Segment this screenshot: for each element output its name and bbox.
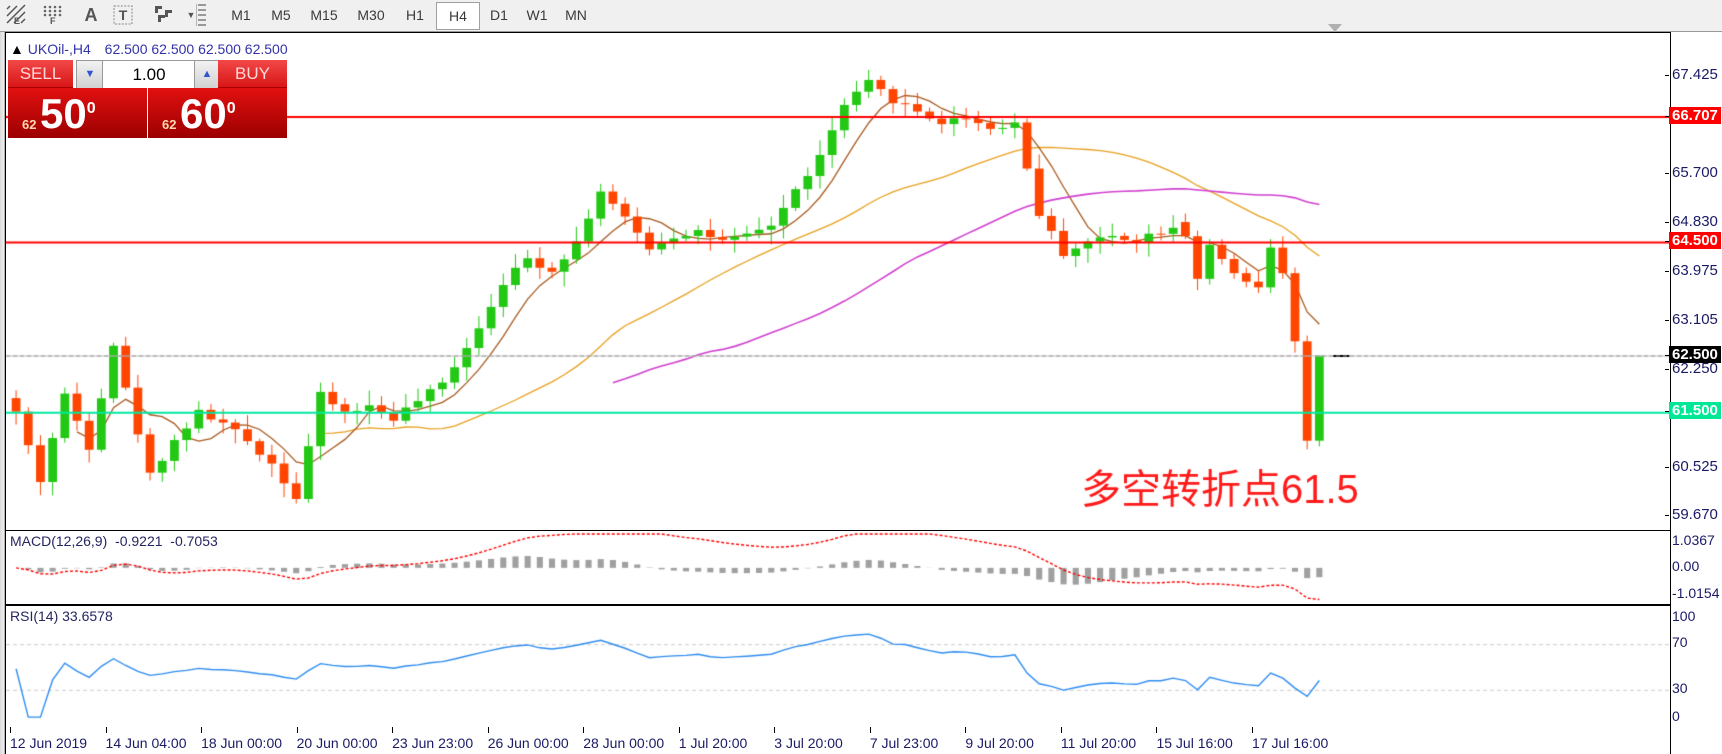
svg-text:T: T (119, 7, 128, 23)
